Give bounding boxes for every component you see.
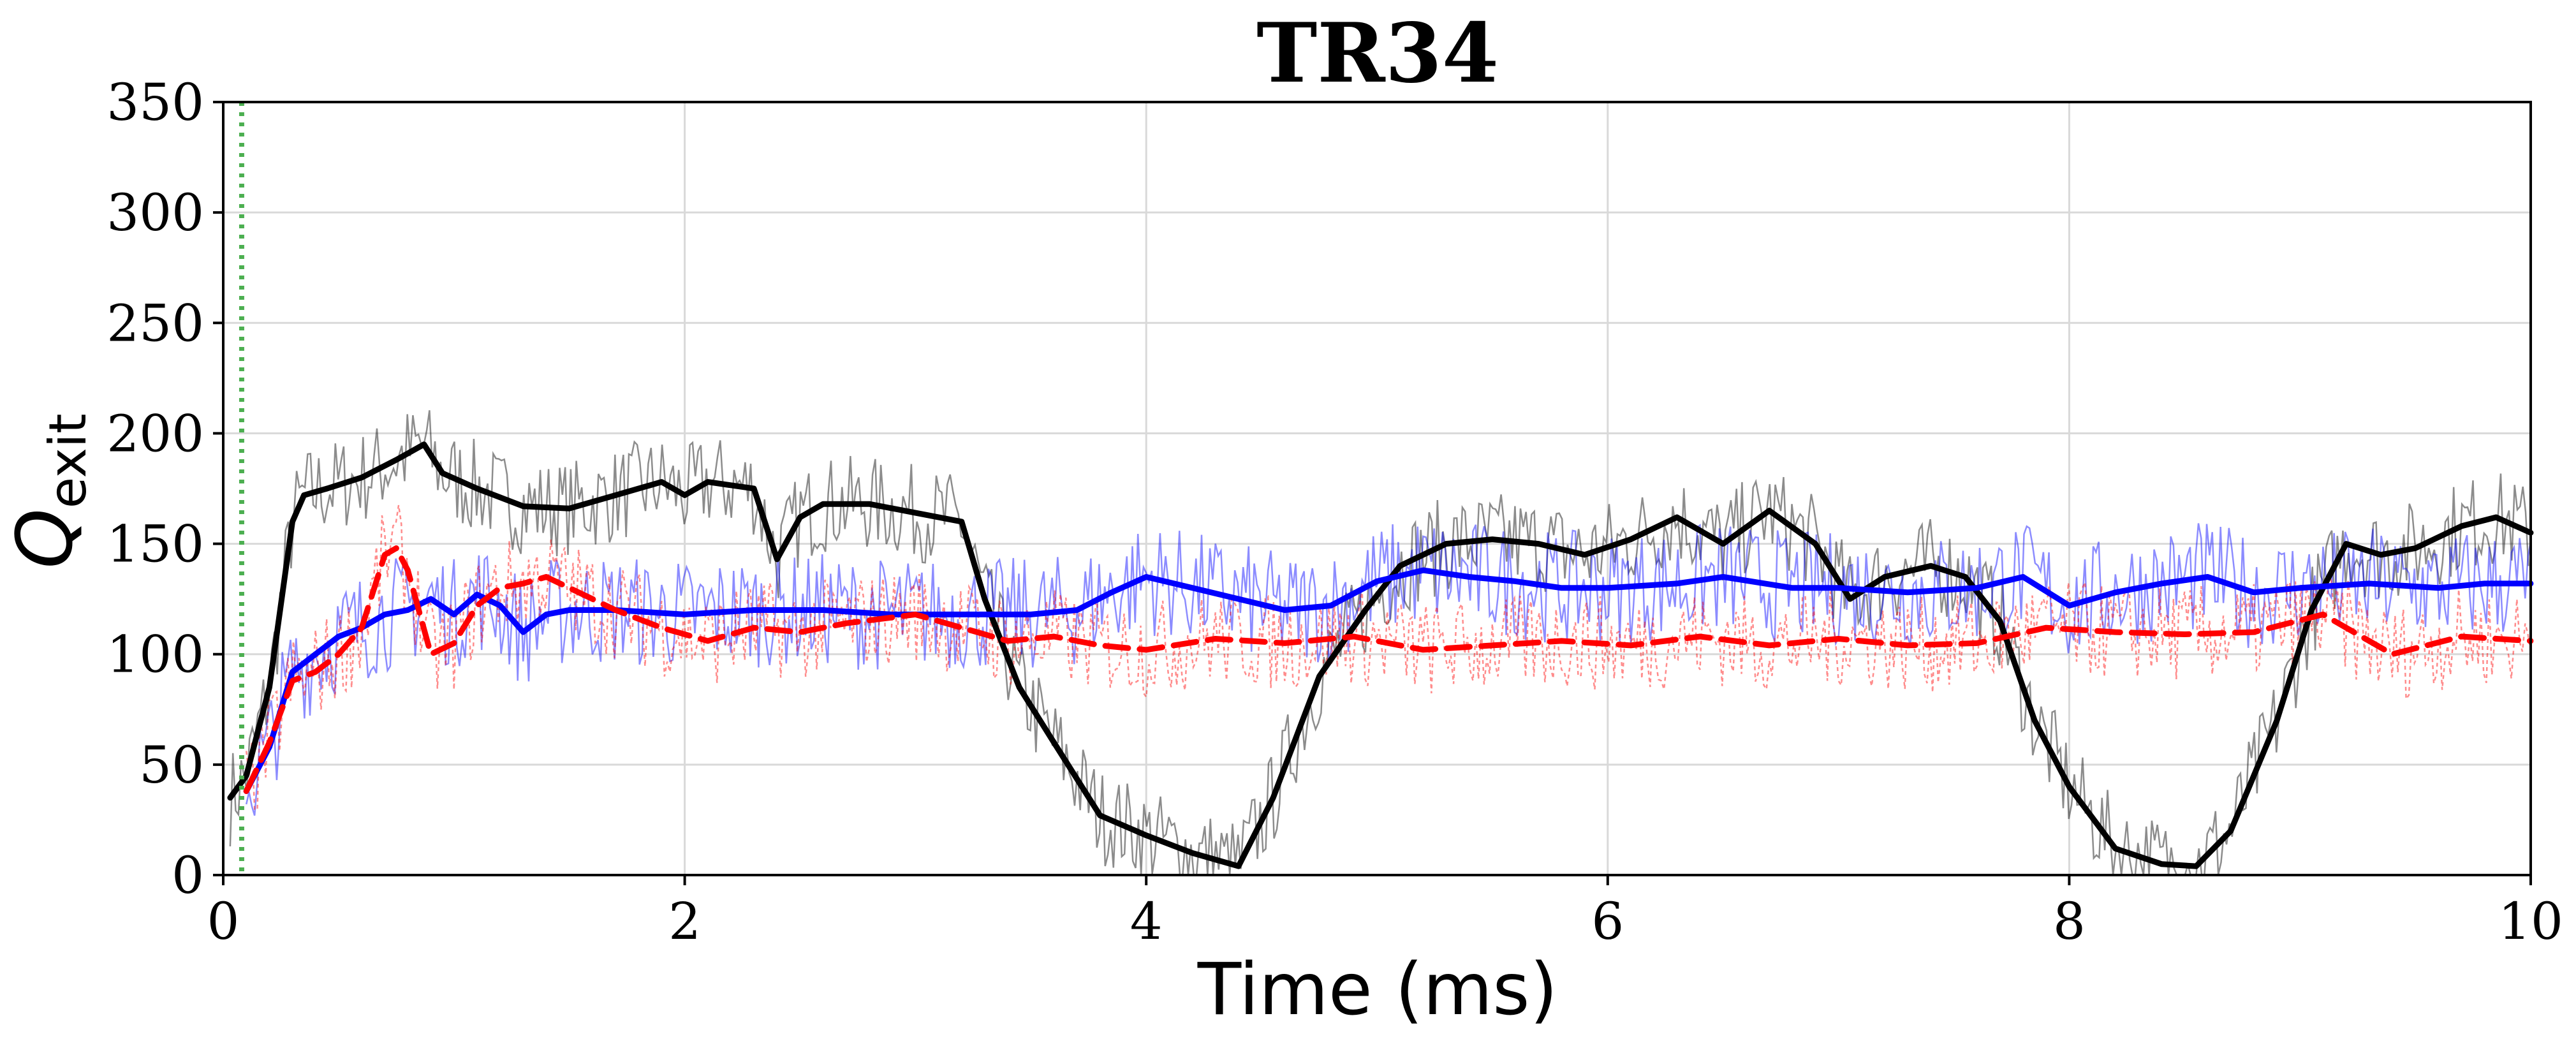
x-tick-label: 4: [1130, 892, 1163, 951]
y-axis-label-main: Q: [1, 508, 90, 568]
y-tick-label: 150: [107, 515, 204, 574]
chart-title: TR34: [1256, 6, 1499, 101]
x-tick-label: 6: [1591, 892, 1624, 951]
series-line: [227, 441, 2534, 869]
x-tick-label: 0: [207, 892, 240, 951]
raw-series-line: [245, 523, 2532, 816]
y-tick-label: 250: [107, 293, 204, 353]
y-tick-label: 100: [107, 625, 204, 684]
y-axis: 0 50 100 150 200 250 300 350: [107, 73, 223, 905]
y-tick-label: 300: [107, 183, 204, 242]
y-tick-label: 350: [107, 73, 204, 132]
x-tick-label: 2: [668, 892, 701, 951]
series-layer: [227, 441, 2534, 869]
x-tick-label: 10: [2498, 892, 2563, 951]
x-tick-label: 8: [2053, 892, 2086, 951]
series-line: [243, 545, 2534, 794]
x-axis: 0 2 4 6 8 10: [207, 875, 2563, 951]
y-tick-label: 50: [139, 735, 204, 795]
raw-series-line: [229, 410, 2529, 876]
y-axis-label-subscript: exit: [38, 413, 98, 508]
series-line: [243, 567, 2534, 794]
plot-frame: [222, 101, 2532, 876]
x-axis-label: Time (ms): [1197, 948, 1558, 1031]
raw-series-line: [245, 505, 2532, 811]
y-tick-label: 200: [107, 404, 204, 463]
y-tick-label: 0: [172, 846, 204, 905]
y-axis-label: Qexit: [1, 413, 98, 568]
